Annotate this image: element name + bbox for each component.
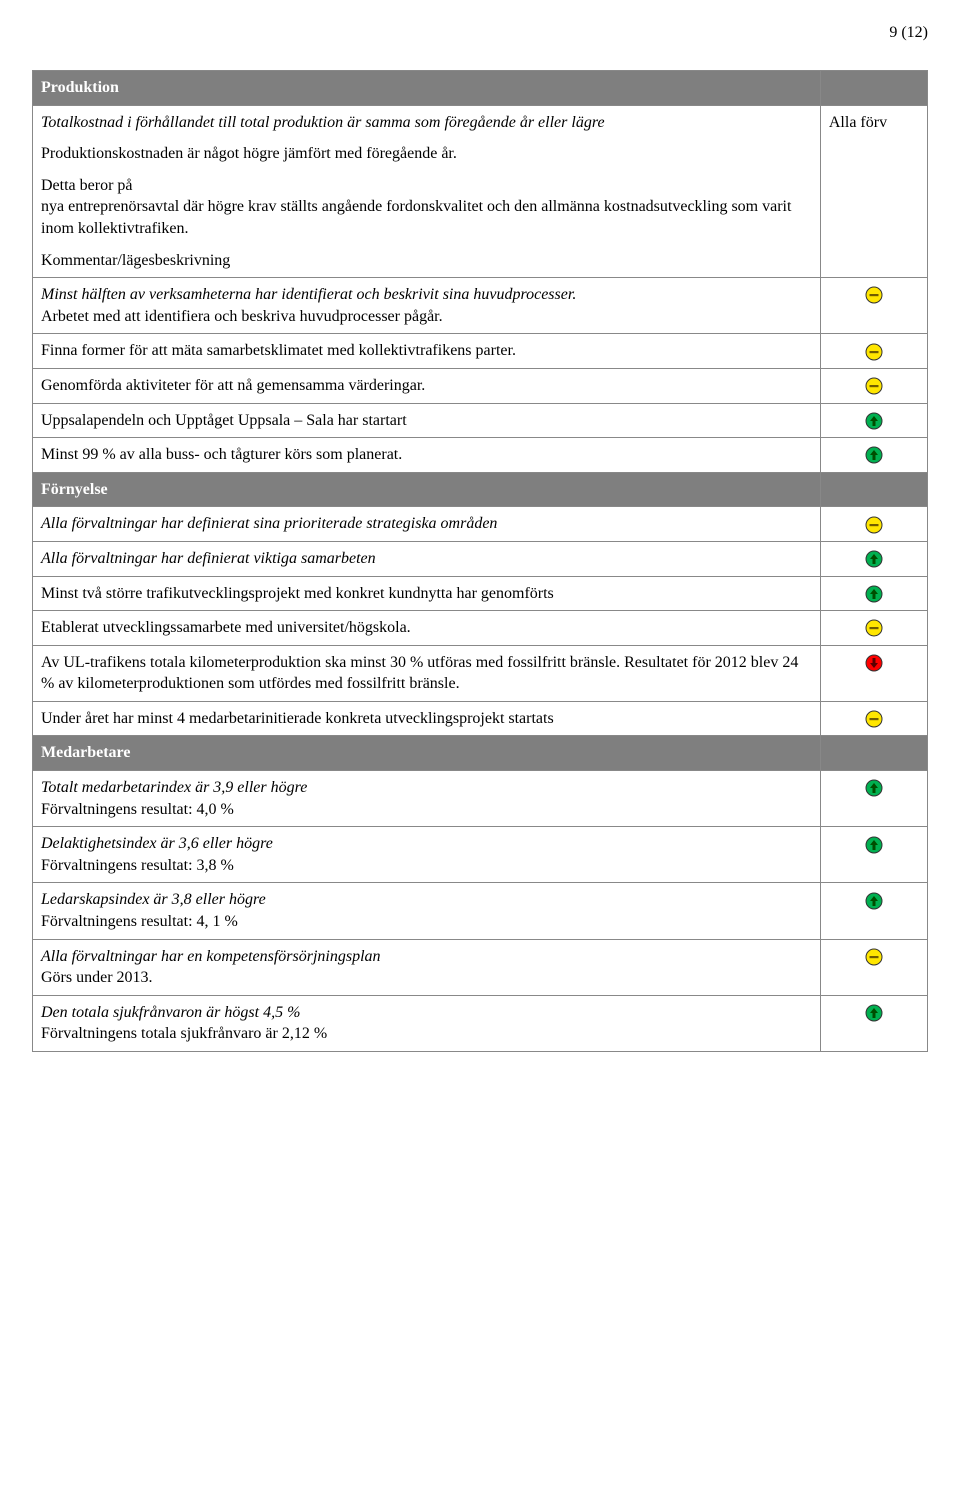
status-green-icon (865, 412, 883, 430)
page-number: 9 (12) (32, 24, 928, 42)
table-row: Uppsalapendeln och Upptåget Uppsala – Sa… (33, 403, 928, 438)
text-cell: Den totala sjukfrånvaron är högst 4,5 % … (33, 995, 821, 1051)
row-italic: Totalkostnad i förhållandet till total p… (41, 114, 605, 131)
status-icon-wrap (829, 583, 919, 605)
status-yellow-icon (865, 619, 883, 637)
status-icon-wrap (829, 548, 919, 570)
status-green-icon (865, 446, 883, 464)
status-green-icon (865, 836, 883, 854)
status-icon-wrap (829, 444, 919, 466)
section-header-row: Medarbetare (33, 736, 928, 771)
table-row: Totalkostnad i förhållandet till total p… (33, 105, 928, 278)
status-icon-wrap (829, 708, 919, 730)
status-green-icon (865, 892, 883, 910)
status-icon-wrap (829, 833, 919, 855)
table-row: Av UL-trafikens totala kilometerprodukti… (33, 645, 928, 701)
text-cell: Etablerat utvecklingssamarbete med unive… (33, 611, 821, 646)
status-header-cell (820, 472, 927, 507)
table-row: Delaktighetsindex är 3,6 eller högre För… (33, 827, 928, 883)
status-icon-wrap (829, 340, 919, 362)
status-yellow-icon (865, 286, 883, 304)
row-text: Produktionskostnaden är något högre jämf… (41, 143, 812, 165)
table-row: Minst två större trafikutvecklingsprojek… (33, 576, 928, 611)
section-header-row: Förnyelse (33, 472, 928, 507)
status-red-icon (865, 654, 883, 672)
kommentar-label: Kommentar/lägesbeskrivning (41, 250, 812, 272)
text-cell: Minst 99 % av alla buss- och tågturer kö… (33, 438, 821, 473)
status-green-icon (865, 550, 883, 568)
status-green-icon (865, 585, 883, 603)
table-row: Alla förvaltningar har definierat sina p… (33, 507, 928, 542)
text-cell: Ledarskapsindex är 3,8 eller högre Förva… (33, 883, 821, 939)
table-row: Alla förvaltningar har en kompetensförsö… (33, 939, 928, 995)
status-yellow-icon (865, 377, 883, 395)
status-yellow-icon (865, 343, 883, 361)
text-cell: Under året har minst 4 medarbetarinitier… (33, 701, 821, 736)
status-icon-wrap (829, 1002, 919, 1024)
section-title-produktion: Produktion (33, 71, 821, 106)
status-icon-wrap (829, 375, 919, 397)
row-text: Detta beror på (41, 175, 812, 197)
table-row: Den totala sjukfrånvaron är högst 4,5 % … (33, 995, 928, 1051)
status-icon-wrap (829, 284, 919, 306)
table-row: Totalt medarbetarindex är 3,9 eller högr… (33, 771, 928, 827)
text-cell: Av UL-trafikens totala kilometerprodukti… (33, 645, 821, 701)
row-italic: Minst hälften av verksamheterna har iden… (41, 286, 576, 303)
row-text: Arbetet med att identifiera och beskriva… (41, 308, 443, 325)
text-cell: Genomförda aktiviteter för att nå gemens… (33, 368, 821, 403)
table-row: Under året har minst 4 medarbetarinitier… (33, 701, 928, 736)
status-header-cell (820, 71, 927, 106)
status-yellow-icon (865, 710, 883, 728)
status-yellow-icon (865, 948, 883, 966)
status-green-icon (865, 779, 883, 797)
text-cell: Alla förvaltningar har definierat sina p… (33, 507, 821, 542)
table-row: Alla förvaltningar har definierat viktig… (33, 541, 928, 576)
status-cell: Alla förv (820, 105, 927, 278)
status-icon-wrap (829, 617, 919, 639)
status-cell (820, 278, 927, 334)
text-cell: Minst två större trafikutvecklingsprojek… (33, 576, 821, 611)
status-yellow-icon (865, 516, 883, 534)
table-row: Finna former för att mäta samarbetsklima… (33, 334, 928, 369)
text-cell: Alla förvaltningar har en kompetensförsö… (33, 939, 821, 995)
text-cell: Uppsalapendeln och Upptåget Uppsala – Sa… (33, 403, 821, 438)
status-header-cell (820, 736, 927, 771)
text-cell: Alla förvaltningar har definierat viktig… (33, 541, 821, 576)
section-title-medarbetare: Medarbetare (33, 736, 821, 771)
table-row: Etablerat utvecklingssamarbete med unive… (33, 611, 928, 646)
text-cell: Totalkostnad i förhållandet till total p… (33, 105, 821, 278)
section-title-fornyelse: Förnyelse (33, 472, 821, 507)
status-green-icon (865, 1004, 883, 1022)
table-row: Genomförda aktiviteter för att nå gemens… (33, 368, 928, 403)
status-text: Alla förv (829, 114, 887, 131)
status-icon-wrap (829, 946, 919, 968)
status-icon-wrap (829, 777, 919, 799)
section-header-row: Produktion (33, 71, 928, 106)
status-icon-wrap (829, 513, 919, 535)
status-icon-wrap (829, 652, 919, 674)
text-cell: Delaktighetsindex är 3,6 eller högre För… (33, 827, 821, 883)
table-row: Minst hälften av verksamheterna har iden… (33, 278, 928, 334)
table-row: Minst 99 % av alla buss- och tågturer kö… (33, 438, 928, 473)
status-icon-wrap (829, 410, 919, 432)
text-cell: Totalt medarbetarindex är 3,9 eller högr… (33, 771, 821, 827)
text-cell: Minst hälften av verksamheterna har iden… (33, 278, 821, 334)
status-icon-wrap (829, 889, 919, 911)
table-row: Ledarskapsindex är 3,8 eller högre Förva… (33, 883, 928, 939)
row-text: nya entreprenörsavtal där högre krav stä… (41, 196, 812, 239)
content-table: Produktion Totalkostnad i förhållandet t… (32, 70, 928, 1052)
text-cell: Finna former för att mäta samarbetsklima… (33, 334, 821, 369)
